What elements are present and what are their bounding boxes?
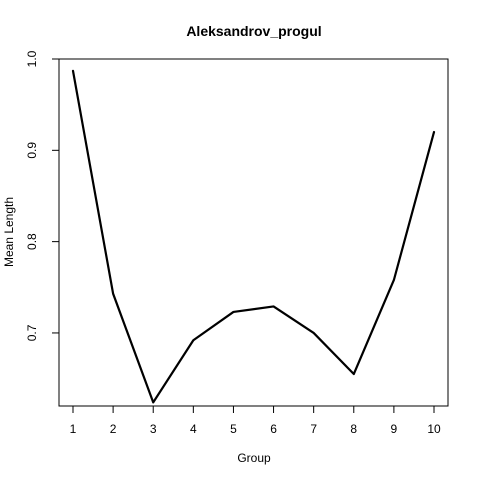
y-tick-label: 1.0 xyxy=(25,50,39,67)
x-tick-label: 4 xyxy=(190,422,197,436)
y-tick-label: 0.7 xyxy=(25,324,39,341)
x-tick-label: 5 xyxy=(230,422,237,436)
x-axis: 1 2 3 4 5 6 7 8 9 10 xyxy=(70,405,441,436)
y-tick-label: 0.8 xyxy=(25,233,39,250)
x-tick-label: 3 xyxy=(150,422,157,436)
x-tick-label: 6 xyxy=(270,422,277,436)
y-axis: 0.7 0.8 0.9 1.0 xyxy=(25,50,60,341)
x-tick-label: 1 xyxy=(70,422,77,436)
x-axis-label: Group xyxy=(237,451,271,465)
x-tick-label: 7 xyxy=(310,422,317,436)
x-tick-label: 10 xyxy=(427,422,441,436)
y-tick-label: 0.9 xyxy=(25,142,39,159)
x-tick-label: 8 xyxy=(350,422,357,436)
series-line xyxy=(71,69,436,404)
x-tick-label: 2 xyxy=(110,422,117,436)
series-layer xyxy=(71,69,436,404)
chart-title: Aleksandrov_progul xyxy=(186,23,321,39)
y-axis-label: Mean Length xyxy=(2,197,16,267)
x-tick-label: 9 xyxy=(391,422,398,436)
